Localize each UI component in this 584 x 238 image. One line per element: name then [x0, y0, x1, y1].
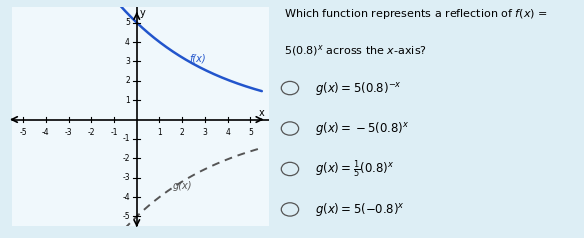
Text: -4: -4: [122, 193, 130, 202]
Text: y: y: [140, 8, 145, 18]
Text: 4: 4: [125, 38, 130, 46]
Text: -1: -1: [110, 128, 118, 137]
Text: 5: 5: [125, 18, 130, 27]
Text: Which function represents a reflection of $f(x)$ =: Which function represents a reflection o…: [284, 7, 548, 21]
Text: $g(x) = 5(0.8)^{-x}$: $g(x) = 5(0.8)^{-x}$: [315, 79, 402, 97]
Text: g(x): g(x): [173, 181, 193, 191]
Text: $g(x) = \frac{1}{5}(0.8)^x$: $g(x) = \frac{1}{5}(0.8)^x$: [315, 158, 394, 180]
Text: $5(0.8)^x$ across the $x$-axis?: $5(0.8)^x$ across the $x$-axis?: [284, 43, 427, 58]
Text: -2: -2: [88, 128, 95, 137]
Text: $g(x) = -5(0.8)^x$: $g(x) = -5(0.8)^x$: [315, 120, 409, 137]
Text: -1: -1: [123, 134, 130, 144]
Text: 5: 5: [248, 128, 253, 137]
Text: f(x): f(x): [189, 53, 206, 63]
Text: x: x: [259, 108, 265, 118]
Text: 1: 1: [125, 96, 130, 105]
Text: -2: -2: [123, 154, 130, 163]
Text: -5: -5: [122, 212, 130, 221]
Text: 1: 1: [157, 128, 162, 137]
Text: -4: -4: [42, 128, 50, 137]
Text: -3: -3: [65, 128, 72, 137]
Text: -5: -5: [19, 128, 27, 137]
Text: 3: 3: [125, 57, 130, 66]
Text: $g(x) = 5(-0.8)^x$: $g(x) = 5(-0.8)^x$: [315, 201, 405, 218]
Text: 2: 2: [180, 128, 185, 137]
Text: 3: 3: [203, 128, 207, 137]
Text: -3: -3: [122, 173, 130, 182]
Text: 4: 4: [225, 128, 230, 137]
Text: 2: 2: [125, 76, 130, 85]
